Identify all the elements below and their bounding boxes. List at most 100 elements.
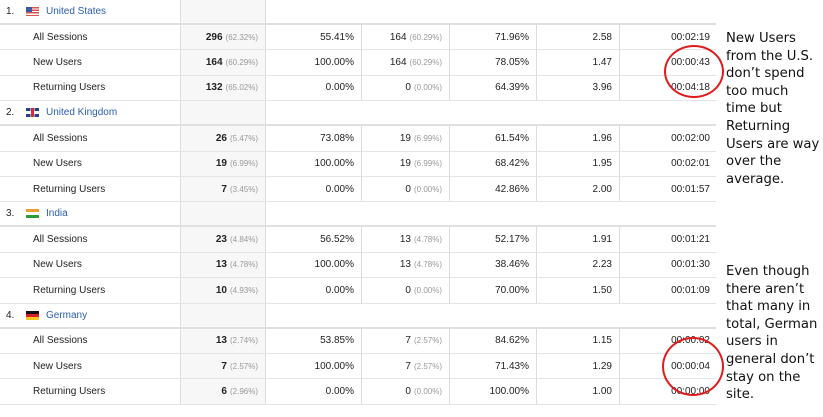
sessions-cell: 6 (2.96%) (180, 379, 266, 404)
new-users-cell: 13 (4.78%) (362, 252, 450, 278)
sessions-percent: (4.93%) (229, 285, 258, 295)
new-users-cell: 7 (2.57%) (362, 353, 450, 379)
table-row: All Sessions 26 (5.47%) 73.08% 19 (6.99%… (0, 126, 716, 152)
new-users-cell: 13 (4.78%) (362, 227, 450, 252)
avg-session-duration-cell: 00:02:00 (671, 132, 710, 144)
new-users-cell: 0 (0.00%) (362, 379, 450, 404)
rank-number: 1. (6, 6, 15, 17)
empty-cell (180, 101, 266, 125)
sessions-value: 296 (205, 31, 223, 43)
table-row: New Users 13 (4.78%) 100.00% 13 (4.78%) … (0, 252, 716, 279)
new-users-value: 0 (405, 82, 411, 94)
sessions-value: 26 (215, 132, 227, 144)
new-users-cell: 0 (0.00%) (362, 278, 450, 303)
pages-per-session-cell: 1.50 (537, 278, 620, 303)
avg-session-duration-cell: 00:01:21 (671, 234, 710, 246)
table-row: All Sessions 23 (4.84%) 56.52% 13 (4.78%… (0, 227, 716, 253)
table-row: Returning Users 7 (3.45%) 0.00% 0 (0.00%… (0, 176, 716, 203)
sessions-percent: (2.57%) (229, 361, 258, 371)
table-row: New Users 164 (60.29%) 100.00% 164 (60.2… (0, 50, 716, 76)
segment-label: New Users (33, 259, 82, 271)
annotation-line: New Users (726, 31, 796, 46)
sessions-cell: 296 (62.32%) (180, 25, 266, 50)
pages-per-session-cell: 1.96 (537, 126, 620, 151)
bounce-rate-cell: 71.96% (450, 25, 537, 50)
country-link[interactable]: United States (46, 6, 107, 17)
annotation-line: over the (726, 154, 782, 170)
empty-cell (362, 304, 450, 327)
pages-per-session-cell: 1.00 (537, 379, 620, 404)
country-link[interactable]: Germany (46, 309, 88, 321)
sessions-value: 6 (221, 385, 227, 397)
sessions-percent: (3.45%) (229, 184, 258, 194)
rank-number: 4. (6, 309, 15, 321)
sessions-cell: 7 (2.57%) (180, 353, 266, 379)
new-sessions-pct-cell: 100.00% (266, 252, 362, 278)
annotation-line: Even though (726, 264, 810, 279)
empty-cell (450, 202, 537, 225)
country-cell: 2. United Kingdom (0, 101, 180, 124)
new-users-cell: 19 (6.99%) (362, 151, 450, 176)
new-users-value: 7 (405, 335, 411, 347)
new-users-percent: (6.99%) (413, 159, 442, 169)
country-group-row: 2. United Kingdom (0, 101, 716, 127)
sessions-cell: 13 (2.74%) (180, 328, 266, 353)
sessions-value: 10 (215, 284, 227, 296)
new-users-percent: (60.29%) (409, 32, 442, 42)
sessions-percent: (2.96%) (229, 386, 258, 396)
sessions-cell: 164 (60.29%) (180, 50, 266, 75)
annotation-germany: Even though there aren’t that many in total… (726, 263, 817, 404)
sessions-cell: 13 (4.78%) (180, 252, 266, 278)
empty-cell (266, 202, 362, 225)
new-users-value: 164 (389, 57, 407, 69)
new-sessions-pct-cell: 100.00% (266, 353, 362, 379)
empty-cell (537, 304, 620, 327)
new-users-cell: 0 (0.00%) (362, 176, 450, 202)
sessions-cell: 19 (6.99%) (180, 151, 266, 176)
sessions-percent: (6.99%) (229, 159, 258, 169)
empty-cell (537, 0, 620, 23)
sessions-value: 23 (215, 234, 227, 246)
pages-per-session-cell: 1.29 (537, 353, 620, 379)
new-sessions-pct-cell: 100.00% (266, 50, 362, 75)
pages-per-session-cell: 2.00 (537, 176, 620, 202)
empty-cell (180, 202, 266, 226)
country-group-row: 1. United States (0, 0, 716, 25)
sessions-percent: (2.74%) (229, 336, 258, 346)
new-users-percent: (0.00%) (413, 184, 442, 194)
pages-per-session-cell: 1.91 (537, 227, 620, 252)
empty-cell (180, 303, 266, 327)
sessions-cell: 10 (4.93%) (180, 278, 266, 303)
new-sessions-pct-cell: 0.00% (266, 75, 362, 101)
new-users-percent: (0.00%) (413, 285, 442, 295)
flag-de-icon (26, 310, 39, 320)
new-sessions-pct-cell: 0.00% (266, 278, 362, 303)
annotation-line: total, German (726, 316, 818, 332)
sessions-cell: 132 (65.02%) (180, 75, 266, 101)
new-users-percent: (6.99%) (413, 133, 442, 143)
analytics-table: 1. United States All Sessions 296 (62.32… (0, 0, 716, 405)
new-users-cell: 164 (60.29%) (362, 25, 450, 50)
annotation-line: that many in (726, 299, 811, 315)
pages-per-session-cell: 1.95 (537, 151, 620, 176)
empty-cell (537, 101, 620, 124)
new-users-value: 13 (399, 259, 411, 271)
bounce-rate-cell: 71.43% (450, 353, 537, 379)
bounce-rate-cell: 42.86% (450, 176, 537, 202)
table-row: New Users 19 (6.99%) 100.00% 19 (6.99%) … (0, 151, 716, 177)
country-link[interactable]: India (46, 208, 68, 220)
new-users-value: 0 (405, 385, 411, 397)
avg-session-duration-cell: 00:01:57 (671, 183, 710, 195)
sessions-cell: 23 (4.84%) (180, 227, 266, 252)
new-sessions-pct-cell: 0.00% (266, 176, 362, 202)
sessions-cell: 7 (3.45%) (180, 176, 266, 202)
new-users-cell: 7 (2.57%) (362, 328, 450, 353)
country-link[interactable]: United Kingdom (46, 107, 118, 119)
highlight-circle-germany (662, 337, 724, 396)
country-cell: 1. United States (0, 0, 180, 23)
new-sessions-pct-cell: 53.85% (266, 328, 362, 353)
annotation-line: there aren’t (726, 281, 805, 297)
empty-cell (362, 0, 450, 23)
bounce-rate-cell: 61.54% (450, 126, 537, 151)
segment-label: New Users (33, 57, 82, 69)
